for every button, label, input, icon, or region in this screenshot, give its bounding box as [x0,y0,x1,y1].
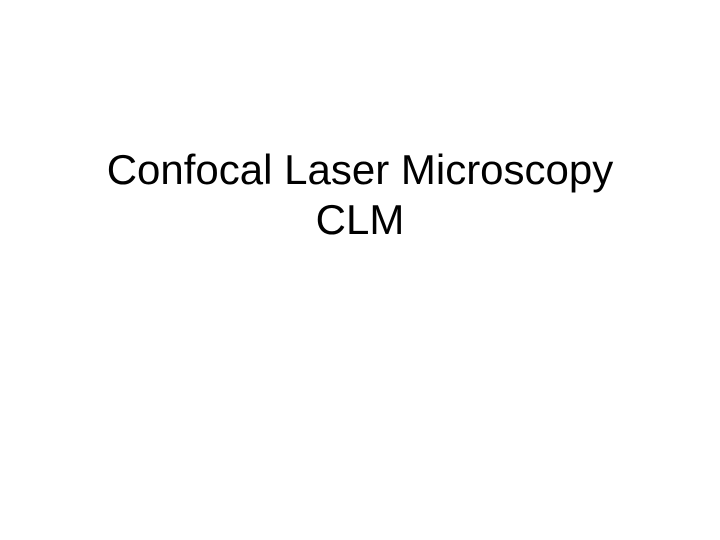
slide-title-line-2: CLM [0,195,720,245]
slide-title-line-1: Confocal Laser Microscopy [0,145,720,195]
slide-container: Confocal Laser Microscopy CLM [0,0,720,540]
slide-title-block: Confocal Laser Microscopy CLM [0,145,720,246]
